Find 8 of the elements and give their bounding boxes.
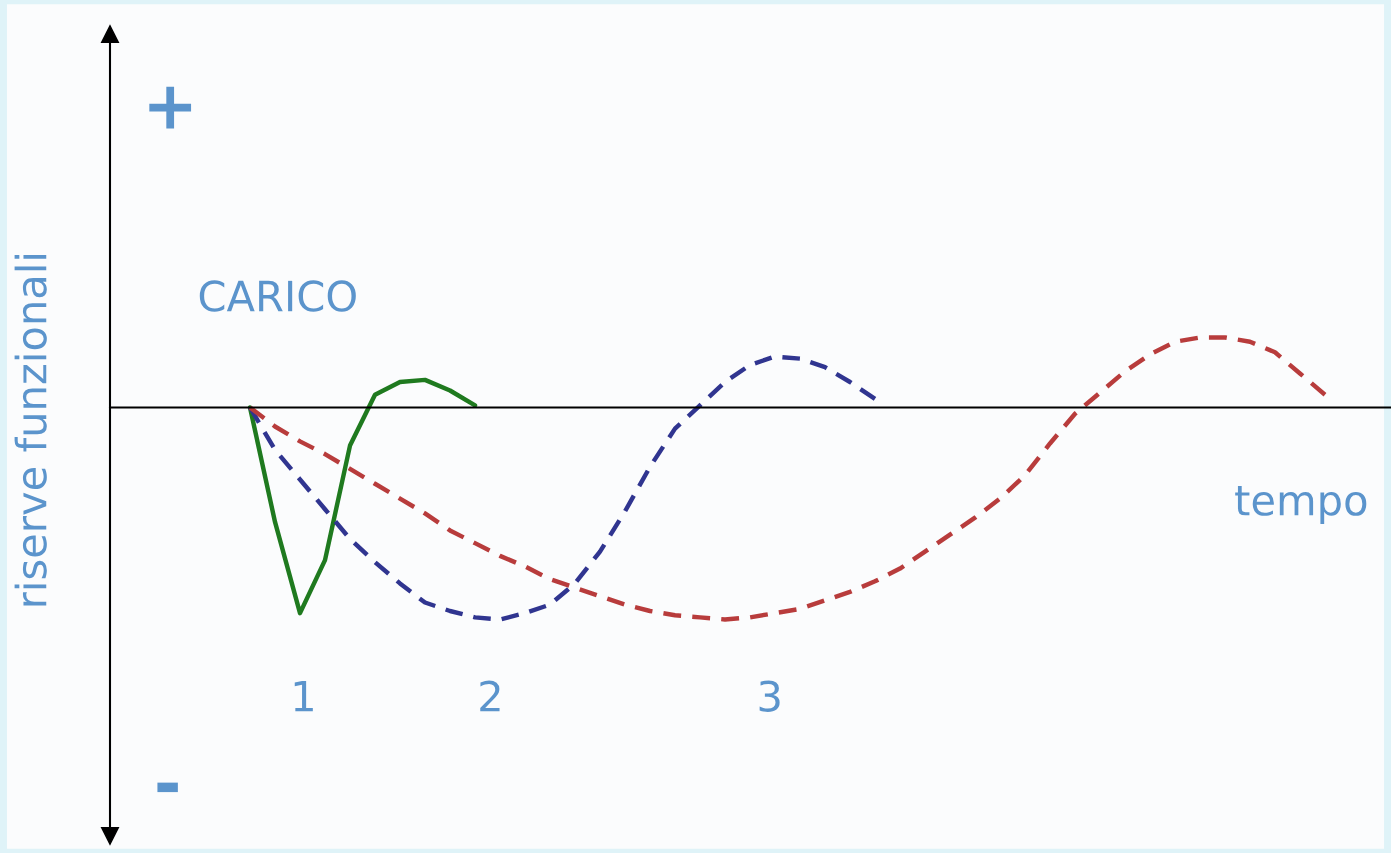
y-axis-title: riserve funzionali [14, 254, 47, 606]
text: 2 [480, 680, 500, 712]
x-axis-title: tempo [1235, 486, 1367, 524]
text: CARICO [199, 280, 356, 312]
text: + [149, 86, 192, 129]
text: - [157, 782, 178, 793]
text: 3 [759, 680, 780, 712]
text: 1 [294, 680, 313, 712]
